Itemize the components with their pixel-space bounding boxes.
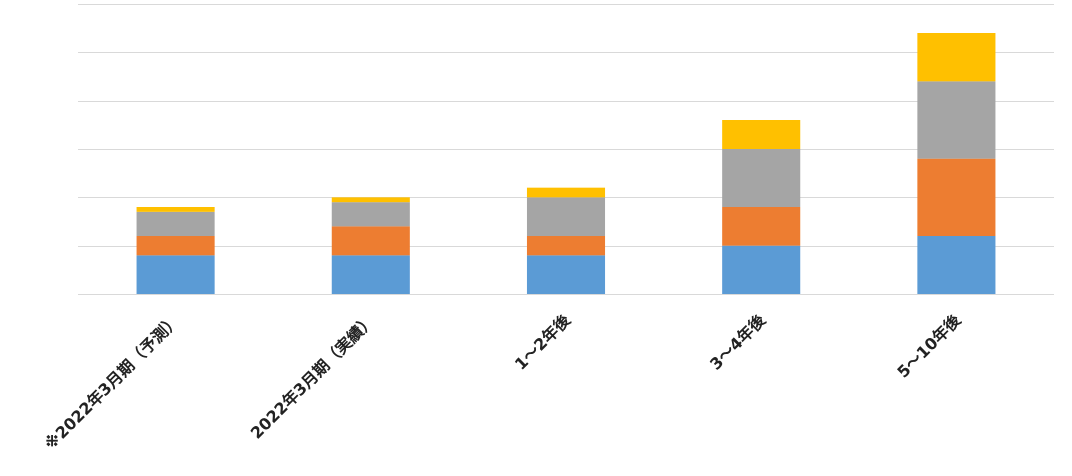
x-tick-label: ※2022年3月期（予測） (41, 311, 184, 454)
bar-segment (136, 255, 215, 294)
bar-segment (917, 236, 996, 294)
bar-segment (136, 207, 215, 212)
bar-segment (331, 226, 410, 256)
bar-segment (917, 158, 996, 236)
bar-segment (331, 255, 410, 294)
bar-segment (722, 245, 801, 294)
bar-segment (722, 149, 801, 207)
bar-segment (917, 33, 996, 82)
bar-segment (722, 207, 801, 246)
x-tick-label: 5～10年後 (893, 310, 965, 382)
bar-segment (917, 81, 996, 159)
bar-segment (136, 211, 215, 236)
bar-segment (331, 202, 410, 227)
bar-segment (136, 236, 215, 256)
bar-segment (526, 255, 606, 294)
bar-segment (526, 197, 606, 236)
bar-segment (526, 187, 606, 198)
bar-segment (722, 120, 801, 149)
x-tick-label: 3～4年後 (706, 310, 770, 374)
bar-segment (331, 197, 410, 203)
x-tick-label: 2022年3月期（実績） (247, 311, 379, 443)
x-tick-label: 1～2年後 (511, 310, 575, 374)
bar-segment (526, 236, 606, 256)
